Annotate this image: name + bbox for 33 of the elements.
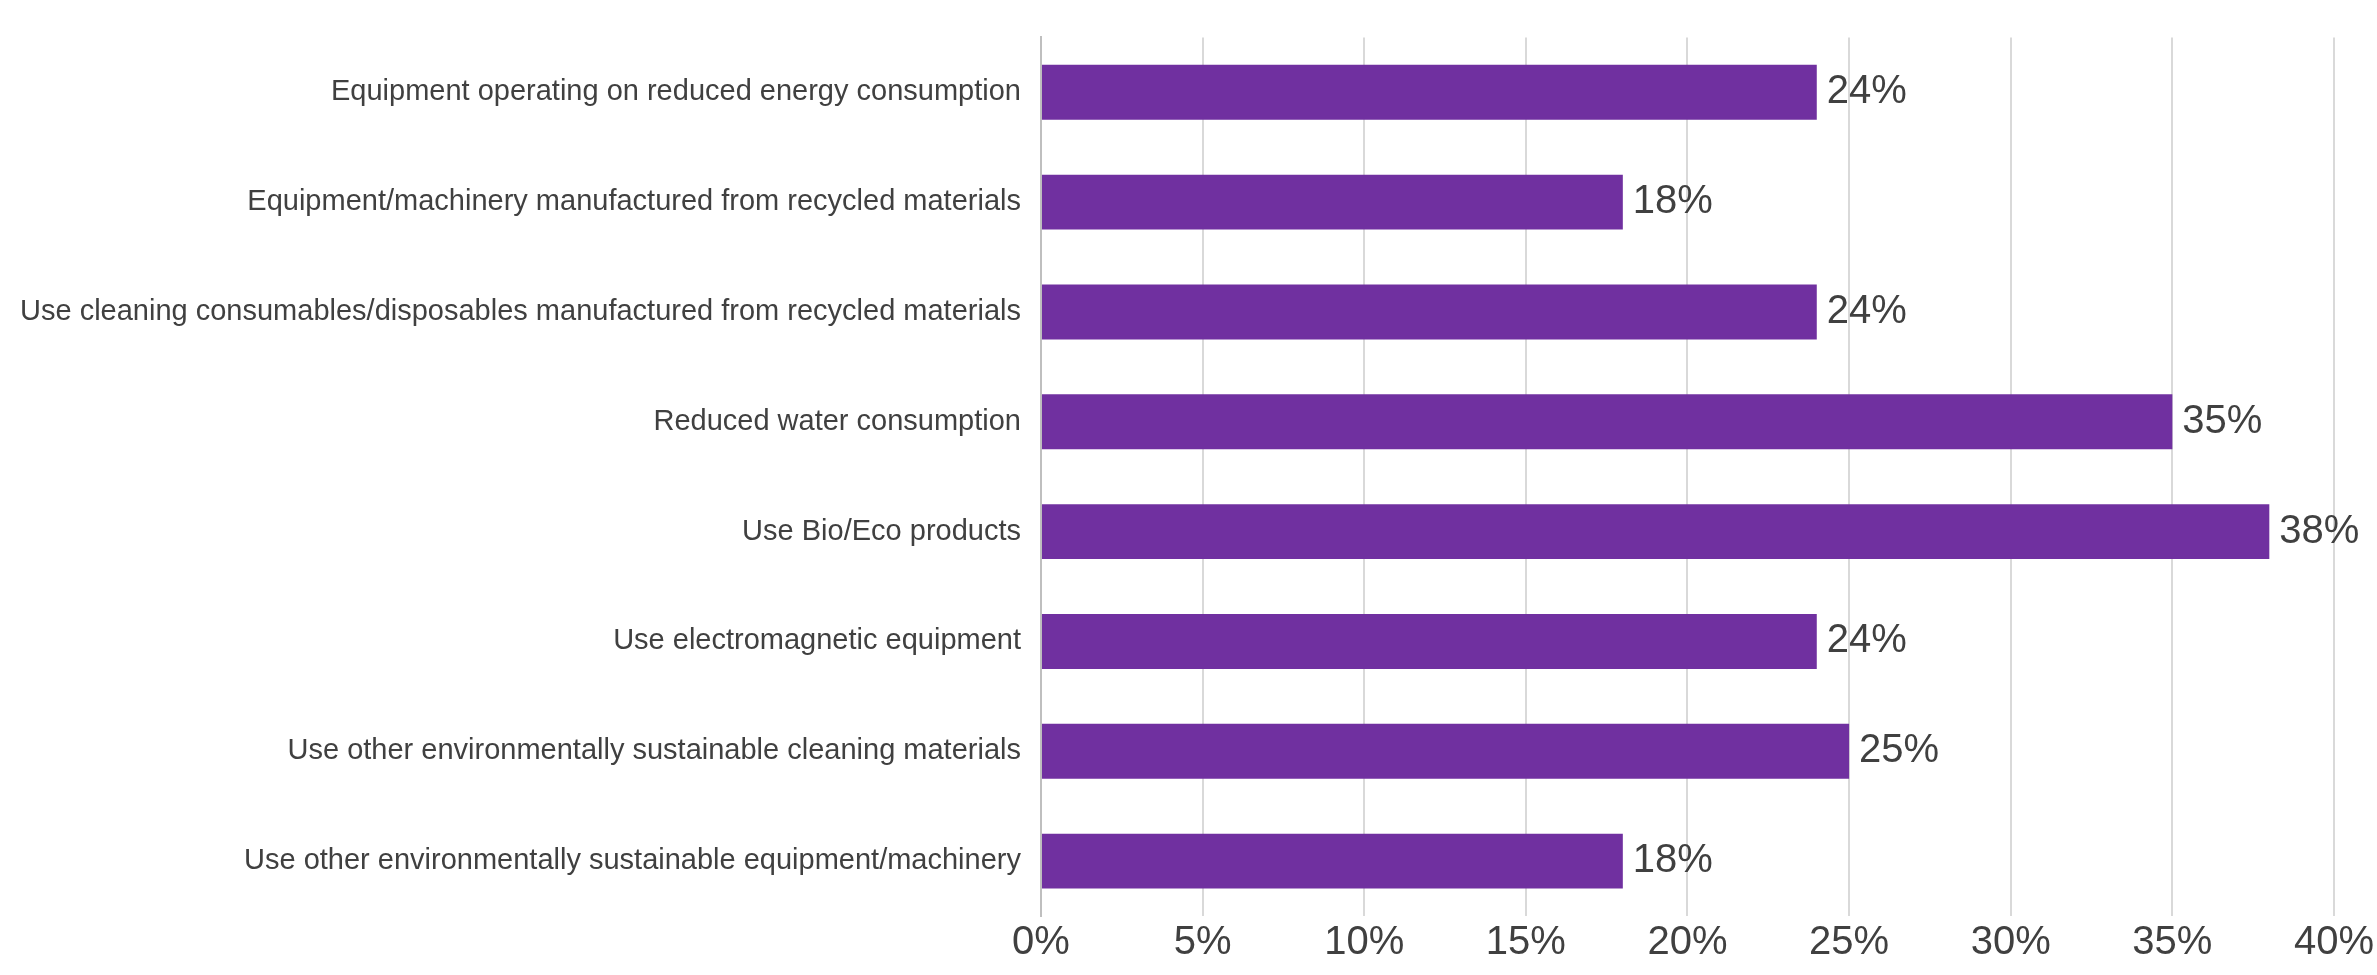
- y-tick-label: Equipment operating on reduced energy consumption: [330, 74, 1021, 107]
- data-label: 24%: [1826, 67, 1907, 112]
- x-tick-label: 0%: [1012, 918, 1070, 963]
- bar: [1041, 284, 1817, 340]
- bar: [1041, 394, 2173, 450]
- x-tick-label: 5%: [1173, 918, 1232, 963]
- bar: [1041, 613, 1817, 669]
- data-label: 18%: [1632, 836, 1713, 881]
- x-tick-label: 15%: [1485, 918, 1566, 963]
- x-tick-label: 25%: [1809, 918, 1890, 963]
- y-tick-label: Reduced water consumption: [653, 403, 1021, 436]
- y-tick-label: Use Bio/Eco products: [742, 513, 1021, 546]
- data-label: 18%: [1632, 177, 1713, 222]
- bar: [1041, 833, 1623, 889]
- x-tick-label: 10%: [1324, 918, 1405, 963]
- data-label: 25%: [1859, 726, 1940, 771]
- bar: [1041, 504, 2270, 560]
- y-tick-label: Use cleaning consumables/disposables manufactured from recycled materials: [20, 293, 1021, 326]
- y-tick-label: Use other environmentally sustainable cleaning materials: [287, 733, 1021, 766]
- x-tick-label: 35%: [2132, 918, 2213, 963]
- data-label: 38%: [2279, 506, 2360, 551]
- bar: [1041, 174, 1623, 230]
- y-tick-label: Equipment/machinery manufactured from recycled materials: [247, 184, 1021, 217]
- bar: [1041, 64, 1817, 120]
- bar: [1041, 723, 1850, 779]
- y-tick-label: Use other environmentally sustainable equipment/machinery: [244, 843, 1022, 876]
- data-label: 24%: [1826, 616, 1907, 661]
- x-tick-label: 40%: [2293, 918, 2374, 963]
- x-tick-label: 30%: [1970, 918, 2051, 963]
- y-tick-label: Use electromagnetic equipment: [613, 623, 1021, 656]
- x-tick-label: 20%: [1647, 918, 1728, 963]
- data-label: 24%: [1826, 286, 1907, 331]
- data-label: 35%: [2182, 396, 2263, 441]
